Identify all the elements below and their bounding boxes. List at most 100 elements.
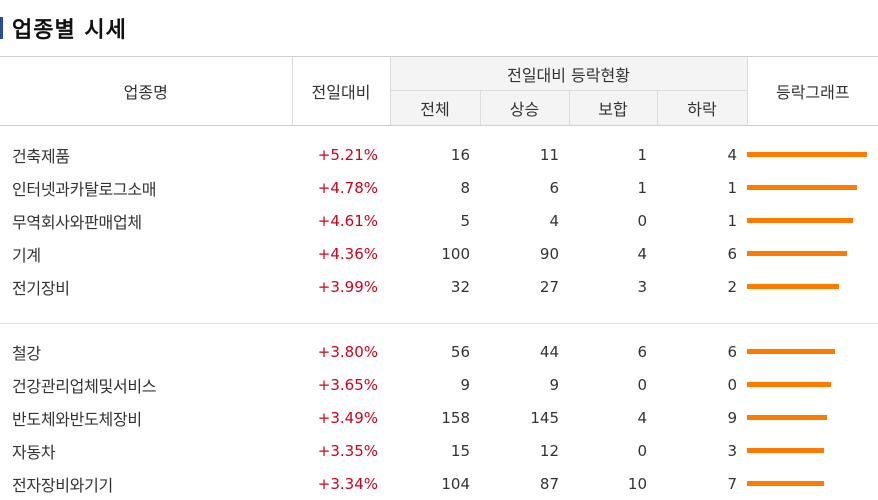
sector-name-link[interactable]: 반도체와반도체장비 bbox=[0, 401, 292, 434]
change-rate: +5.21% bbox=[292, 138, 390, 171]
count-total: 8 bbox=[390, 171, 480, 204]
change-graph bbox=[747, 237, 878, 270]
count-down: 2 bbox=[657, 270, 747, 303]
count-down: 0 bbox=[657, 368, 747, 401]
sector-name-link[interactable]: 건강관리업체및서비스 bbox=[0, 368, 292, 401]
count-flat: 0 bbox=[569, 434, 657, 467]
change-rate: +4.78% bbox=[292, 171, 390, 204]
count-total: 56 bbox=[390, 335, 480, 368]
change-rate: +4.36% bbox=[292, 237, 390, 270]
change-rate: +4.61% bbox=[292, 204, 390, 237]
count-total: 32 bbox=[390, 270, 480, 303]
count-down: 9 bbox=[657, 401, 747, 434]
header-total[interactable]: 전체 bbox=[390, 91, 480, 126]
count-up: 44 bbox=[480, 335, 569, 368]
change-bar bbox=[747, 415, 827, 420]
count-up: 4 bbox=[480, 204, 569, 237]
change-bar bbox=[747, 251, 847, 256]
change-graph bbox=[747, 401, 878, 434]
count-up: 12 bbox=[480, 434, 569, 467]
change-rate: +3.34% bbox=[292, 467, 390, 500]
header-status-group: 전일대비 등락현황 bbox=[390, 57, 747, 91]
count-flat: 4 bbox=[569, 401, 657, 434]
title-accent-bar bbox=[0, 17, 3, 39]
count-total: 104 bbox=[390, 467, 480, 500]
count-up: 27 bbox=[480, 270, 569, 303]
count-down: 3 bbox=[657, 434, 747, 467]
change-graph bbox=[747, 138, 878, 171]
header-change[interactable]: 전일대비 bbox=[292, 57, 390, 126]
count-down: 6 bbox=[657, 335, 747, 368]
count-total: 158 bbox=[390, 401, 480, 434]
change-bar bbox=[747, 152, 867, 157]
header-graph: 등락그래프 bbox=[747, 57, 878, 126]
sector-name-link[interactable]: 무역회사와판매업체 bbox=[0, 204, 292, 237]
count-flat: 1 bbox=[569, 138, 657, 171]
change-rate: +3.65% bbox=[292, 368, 390, 401]
count-up: 11 bbox=[480, 138, 569, 171]
count-down: 1 bbox=[657, 204, 747, 237]
change-graph bbox=[747, 467, 878, 500]
count-up: 90 bbox=[480, 237, 569, 270]
count-down: 4 bbox=[657, 138, 747, 171]
change-bar bbox=[747, 185, 857, 190]
change-graph bbox=[747, 204, 878, 237]
count-up: 9 bbox=[480, 368, 569, 401]
change-graph bbox=[747, 434, 878, 467]
section-header: 업종별 시세 bbox=[0, 13, 127, 43]
count-flat: 0 bbox=[569, 204, 657, 237]
sector-name-link[interactable]: 전기장비 bbox=[0, 270, 292, 303]
change-rate: +3.35% bbox=[292, 434, 390, 467]
sector-name-link[interactable]: 건축제품 bbox=[0, 138, 292, 171]
sector-name-link[interactable]: 인터넷과카탈로그소매 bbox=[0, 171, 292, 204]
header-sector-name[interactable]: 업종명 bbox=[0, 57, 292, 126]
change-bar bbox=[747, 481, 824, 486]
sector-name-link[interactable]: 자동차 bbox=[0, 434, 292, 467]
change-graph bbox=[747, 368, 878, 401]
change-rate: +3.80% bbox=[292, 335, 390, 368]
count-down: 6 bbox=[657, 237, 747, 270]
change-bar bbox=[747, 284, 839, 289]
count-flat: 4 bbox=[569, 237, 657, 270]
change-graph bbox=[747, 270, 878, 303]
page-title: 업종별 시세 bbox=[12, 12, 127, 44]
count-up: 145 bbox=[480, 401, 569, 434]
change-bar bbox=[747, 349, 835, 354]
change-graph bbox=[747, 171, 878, 204]
count-up: 87 bbox=[480, 467, 569, 500]
count-flat: 0 bbox=[569, 368, 657, 401]
header-down[interactable]: 하락 bbox=[657, 91, 747, 126]
change-rate: +3.49% bbox=[292, 401, 390, 434]
count-down: 7 bbox=[657, 467, 747, 500]
change-graph bbox=[747, 335, 878, 368]
count-down: 1 bbox=[657, 171, 747, 204]
sector-name-link[interactable]: 기계 bbox=[0, 237, 292, 270]
header-up[interactable]: 상승 bbox=[480, 91, 569, 126]
count-total: 100 bbox=[390, 237, 480, 270]
count-flat: 1 bbox=[569, 171, 657, 204]
count-total: 15 bbox=[390, 434, 480, 467]
change-bar bbox=[747, 382, 831, 387]
sector-price-table: 업종명 전일대비 전일대비 등락현황 등락그래프 전체 상승 보합 하락 건축제… bbox=[0, 56, 878, 500]
sector-name-link[interactable]: 철강 bbox=[0, 335, 292, 368]
change-rate: +3.99% bbox=[292, 270, 390, 303]
count-flat: 10 bbox=[569, 467, 657, 500]
count-total: 5 bbox=[390, 204, 480, 237]
change-bar bbox=[747, 448, 824, 453]
count-flat: 6 bbox=[569, 335, 657, 368]
header-flat[interactable]: 보합 bbox=[569, 91, 657, 126]
count-total: 9 bbox=[390, 368, 480, 401]
change-bar bbox=[747, 218, 853, 223]
count-flat: 3 bbox=[569, 270, 657, 303]
sector-name-link[interactable]: 전자장비와기기 bbox=[0, 467, 292, 500]
